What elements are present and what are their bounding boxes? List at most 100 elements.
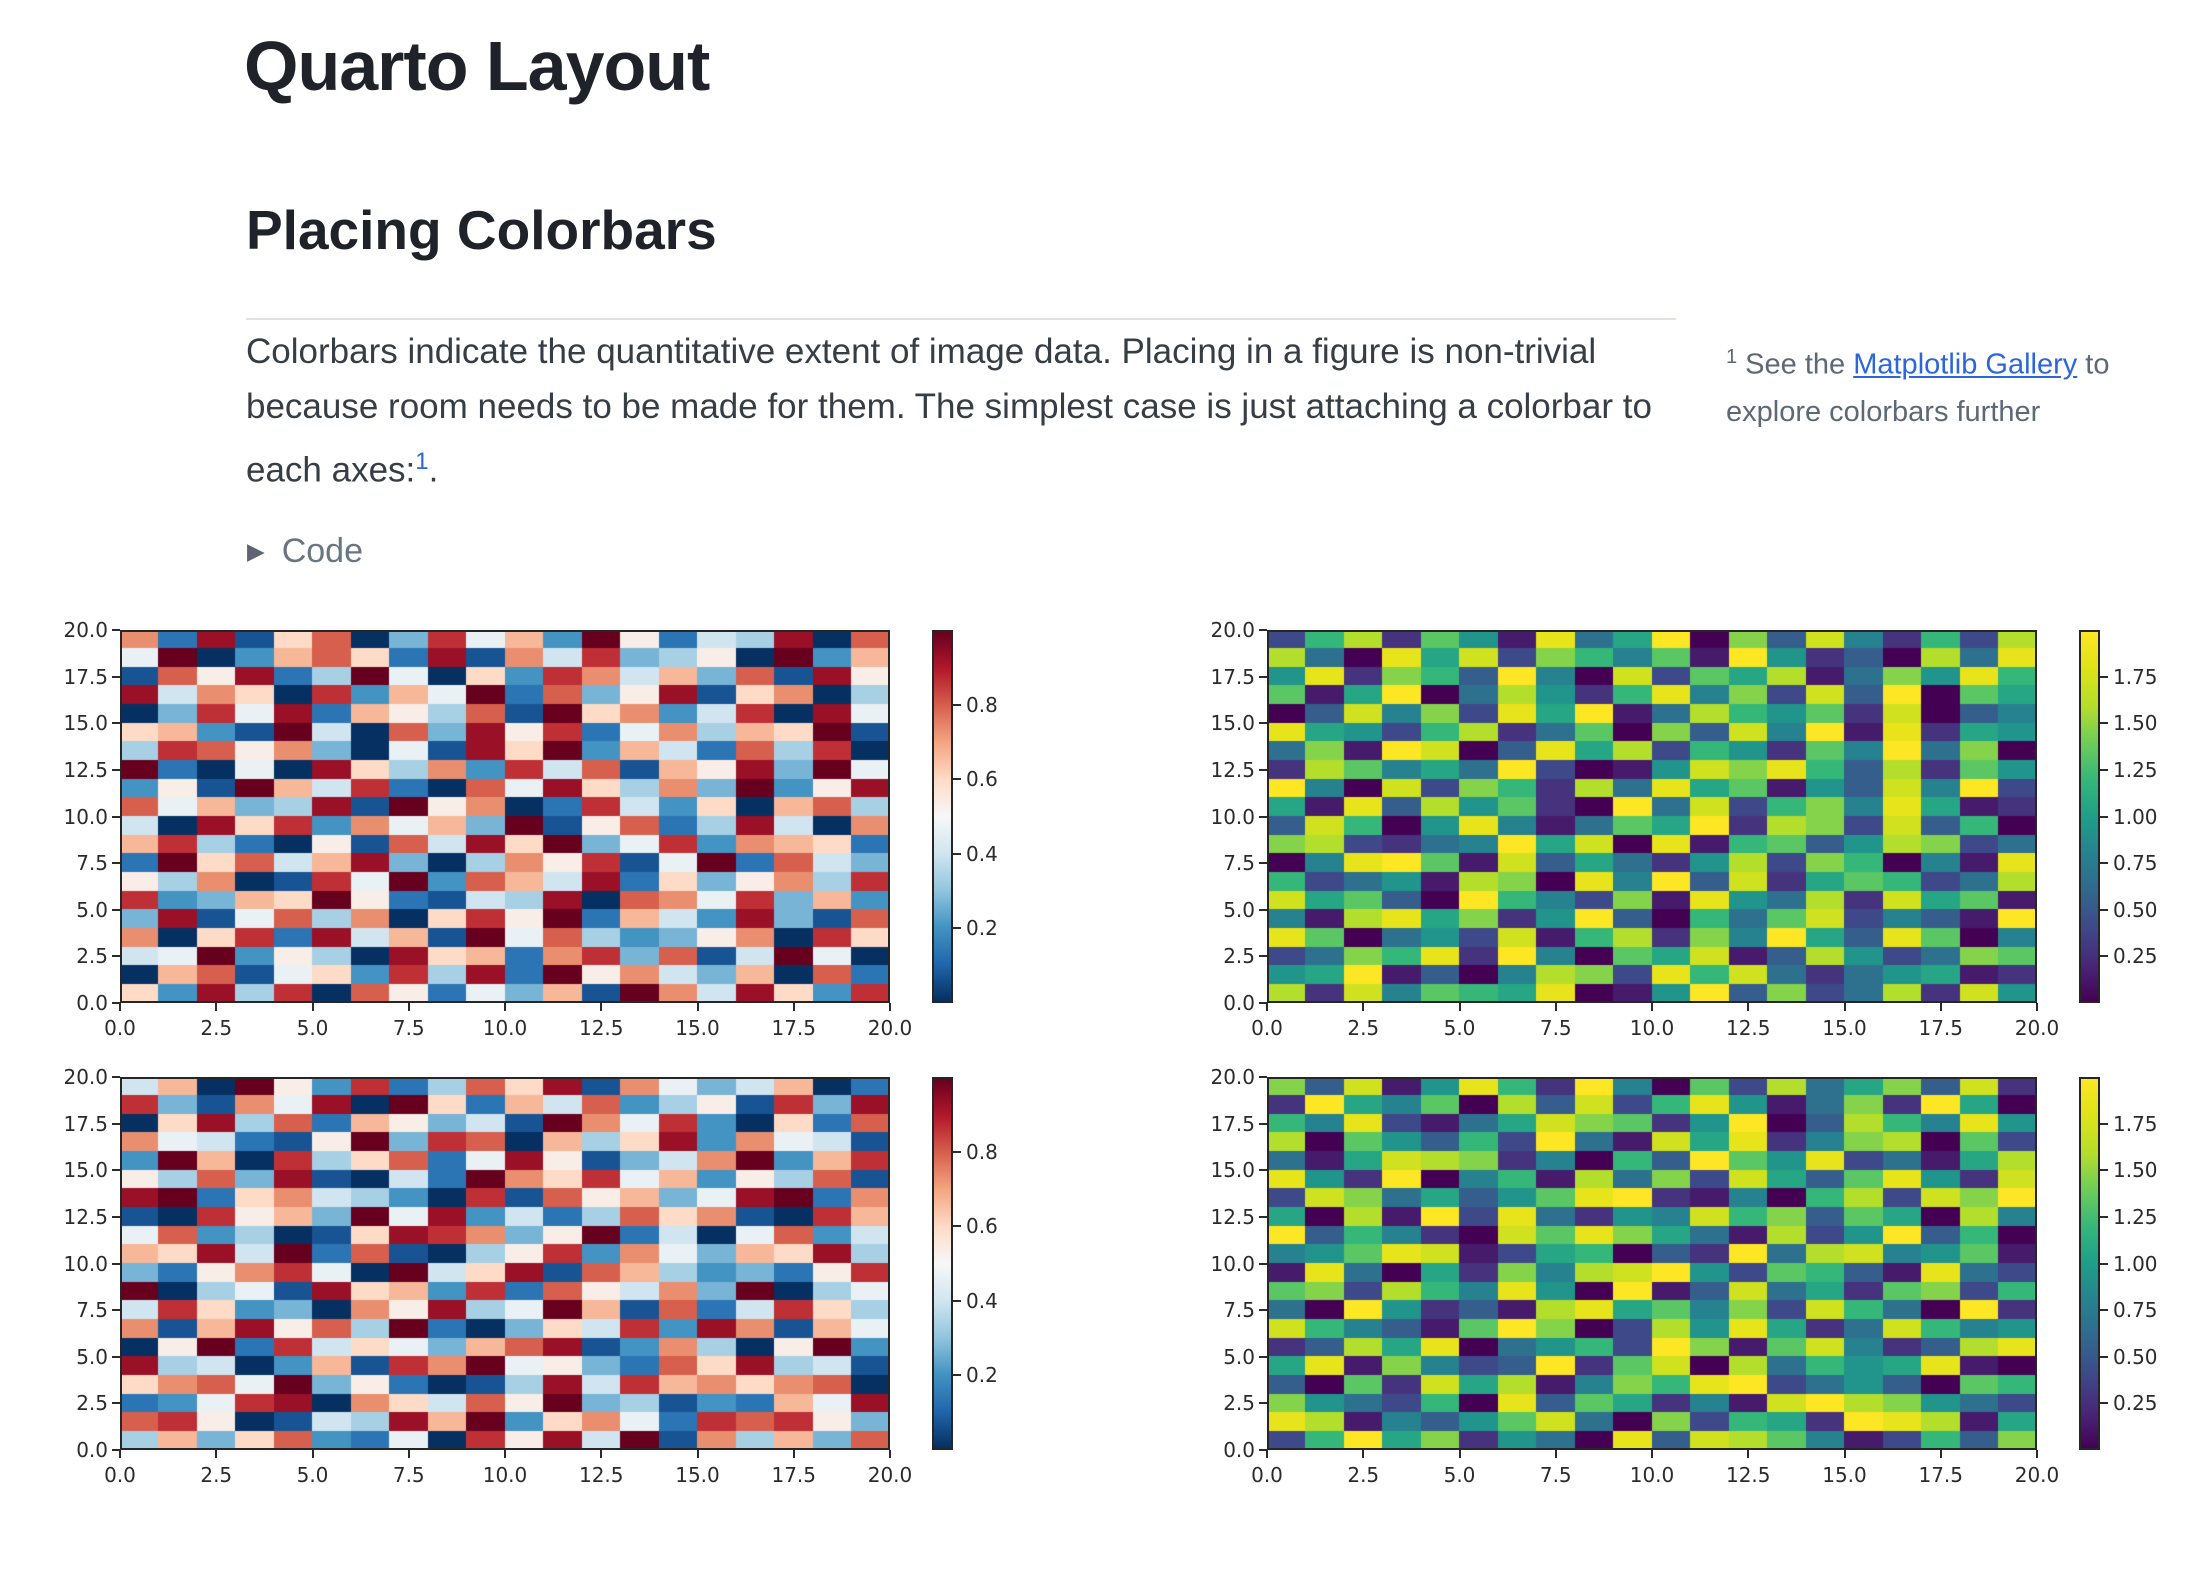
x-tick-mark (600, 1450, 603, 1458)
x-tick-label: 10.0 (482, 1463, 528, 1487)
y-tick-mark (112, 1169, 120, 1172)
y-tick-label: 12.5 (63, 757, 108, 782)
x-tick-label: 15.0 (675, 1016, 720, 1040)
colorbar-tick-mark (953, 1299, 961, 1302)
matplotlib-gallery-link[interactable]: Matplotlib Gallery (1853, 348, 2078, 381)
colorbar-tick-mark (2100, 675, 2108, 678)
x-tick-label: 0.0 (104, 1016, 136, 1040)
y-tick-mark (112, 862, 120, 865)
colorbar-top-right (2079, 630, 2100, 1003)
colorbar-tick-label: 1.50 (2113, 1158, 2158, 1183)
y-tick-mark (1259, 1215, 1267, 1218)
x-tick-label: 17.5 (1918, 1463, 1964, 1487)
y-tick-mark (112, 1002, 120, 1004)
x-tick-label: 10.0 (482, 1016, 528, 1040)
colorbar-tick-mark (2100, 1122, 2108, 1125)
colorbar-tick-mark (2100, 862, 2108, 865)
x-tick-mark (1651, 1003, 1653, 1011)
colorbar-tick-label: 0.2 (966, 916, 998, 941)
x-tick-label: 7.5 (392, 1016, 425, 1040)
x-tick-label: 2.5 (200, 1016, 233, 1040)
x-tick-label: 17.5 (771, 1463, 817, 1487)
colorbar-tick-mark (2100, 768, 2108, 771)
triangle-right-icon: ▶ (247, 538, 265, 565)
y-tick-label: 7.5 (76, 851, 108, 876)
x-tick-label: 20.0 (2014, 1016, 2060, 1040)
x-tick-label: 20.0 (2014, 1463, 2060, 1487)
footnote-marker: 1 (1726, 346, 1738, 368)
x-tick-mark (889, 1450, 891, 1458)
x-tick-label: 2.5 (1347, 1016, 1380, 1040)
y-tick-label: 10.0 (1210, 804, 1255, 829)
colorbar-tick-mark (953, 852, 961, 855)
y-tick-label: 10.0 (63, 804, 108, 829)
y-tick-mark (112, 1215, 120, 1218)
x-tick-label: 5.0 (296, 1463, 329, 1487)
x-tick-mark (407, 1450, 410, 1458)
y-tick-mark (1259, 1309, 1267, 1312)
footnote-ref-link[interactable]: 1 (415, 448, 429, 475)
x-tick-mark (1843, 1003, 1846, 1011)
x-tick-label: 0.0 (1251, 1463, 1283, 1487)
x-tick-mark (1747, 1003, 1750, 1011)
footnote-text-after: to explore colorbars further (1726, 348, 2110, 428)
colorbar-tick-mark (953, 1225, 961, 1228)
x-tick-label: 20.0 (867, 1463, 913, 1487)
y-tick-label: 5.0 (76, 1344, 108, 1369)
y-tick-mark (112, 675, 120, 678)
colorbar-tick-label: 0.50 (2113, 897, 2158, 922)
x-tick-label: 12.5 (578, 1463, 624, 1487)
y-tick-label: 10.0 (63, 1251, 108, 1276)
y-tick-mark (1259, 768, 1267, 771)
x-tick-label: 5.0 (1443, 1016, 1476, 1040)
colorbar-tick-mark (2100, 722, 2108, 725)
x-tick-mark (1362, 1450, 1365, 1458)
x-tick-mark (889, 1003, 891, 1011)
x-tick-mark (504, 1003, 506, 1011)
section-heading: Placing Colorbars (246, 199, 717, 261)
y-tick-label: 0.0 (1223, 1438, 1255, 1462)
y-tick-label: 5.0 (1223, 897, 1255, 922)
y-tick-label: 20.0 (1210, 1065, 1255, 1089)
x-tick-label: 17.5 (1918, 1016, 1964, 1040)
x-tick-label: 7.5 (1539, 1463, 1572, 1487)
code-disclosure-toggle[interactable]: ▶ Code (247, 532, 363, 571)
colorbar-tick-mark (2100, 1215, 2108, 1218)
colorbar-tick-label: 0.50 (2113, 1344, 2158, 1369)
x-tick-mark (215, 1003, 218, 1011)
y-tick-mark (1259, 815, 1267, 818)
y-tick-label: 20.0 (63, 618, 108, 642)
x-tick-mark (1843, 1450, 1846, 1458)
colorbar-tick-mark (953, 1150, 961, 1153)
y-tick-label: 12.5 (63, 1204, 108, 1229)
y-tick-label: 2.5 (1223, 944, 1255, 969)
colorbar-tick-label: 0.25 (2113, 944, 2158, 969)
y-tick-mark (112, 1309, 120, 1312)
y-tick-mark (112, 1122, 120, 1125)
y-tick-label: 17.5 (63, 664, 108, 689)
x-tick-mark (2036, 1450, 2038, 1458)
colorbar-tick-mark (953, 778, 961, 781)
colorbar-tick-label: 1.00 (2113, 804, 2158, 829)
section-divider (246, 318, 1676, 320)
colorbar-tick-mark (953, 927, 961, 930)
y-tick-mark (1259, 1355, 1267, 1358)
y-tick-label: 5.0 (1223, 1344, 1255, 1369)
y-tick-label: 0.0 (1223, 991, 1255, 1015)
x-tick-mark (2036, 1003, 2038, 1011)
x-tick-mark (792, 1003, 795, 1011)
y-tick-label: 20.0 (63, 1065, 108, 1089)
y-tick-label: 17.5 (1210, 664, 1255, 689)
x-tick-label: 10.0 (1629, 1463, 1675, 1487)
colorbar-tick-mark (953, 703, 961, 706)
paragraph-period: . (428, 450, 439, 490)
y-tick-mark (1259, 1402, 1267, 1405)
colorbar-tick-label: 0.75 (2113, 851, 2158, 876)
y-tick-mark (1259, 1076, 1267, 1078)
x-tick-mark (1458, 1450, 1461, 1458)
y-tick-mark (112, 815, 120, 818)
colorbar-tick-label: 1.25 (2113, 757, 2158, 782)
x-tick-label: 2.5 (200, 1463, 233, 1487)
